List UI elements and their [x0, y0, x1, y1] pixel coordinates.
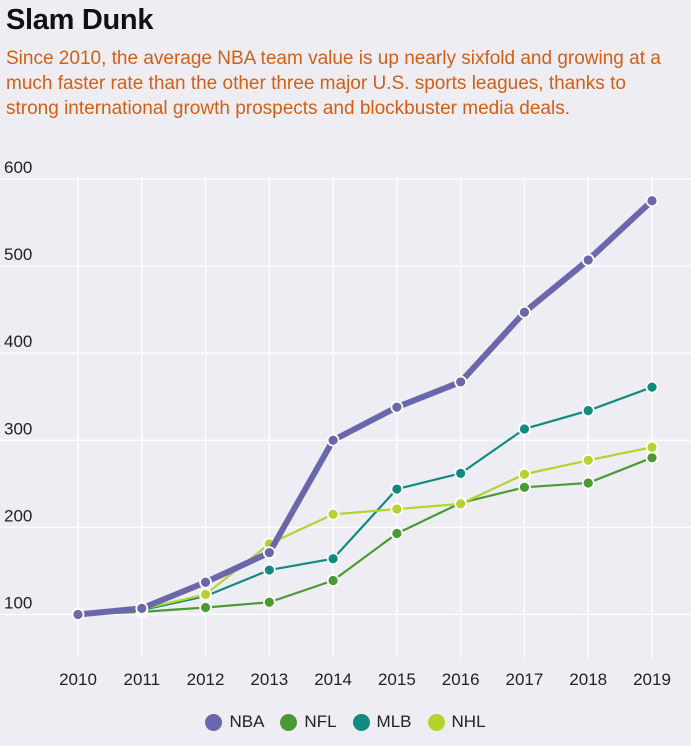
y-tick-label: 400	[4, 332, 32, 351]
x-tick-label: 2011	[123, 670, 160, 689]
x-tick-label: 2012	[187, 670, 225, 689]
legend-swatch	[352, 713, 370, 731]
data-point-nba	[518, 305, 531, 319]
data-point-mlb	[645, 380, 659, 394]
grid-lines	[0, 177, 691, 658]
x-axis-ticks: 2010 2011 2012 2013 2014 2015 2016 2017 2018 2019	[59, 670, 671, 689]
x-tick-label: 2018	[569, 670, 607, 689]
legend-item-nfl: NFL	[280, 712, 337, 732]
x-tick-label: 2017	[506, 670, 544, 689]
data-point-nfl	[199, 601, 212, 614]
y-tick-label: 100	[4, 593, 32, 612]
data-point-nba	[71, 608, 85, 621]
series-lines	[71, 194, 659, 621]
y-tick-label: 300	[4, 419, 32, 438]
data-point-nba	[262, 546, 276, 560]
legend-item-nba: NBA	[205, 712, 264, 732]
x-tick-label: 2016	[442, 670, 480, 689]
chart-title: Slam Dunk	[6, 4, 154, 36]
data-point-nhl	[581, 453, 595, 467]
data-point-nhl	[390, 502, 404, 516]
data-point-mlb	[390, 482, 404, 496]
data-point-nfl	[262, 595, 276, 609]
data-point-nhl	[645, 440, 659, 454]
data-point-nfl	[518, 480, 531, 494]
data-point-nfl	[581, 476, 595, 490]
y-tick-label: 600	[4, 158, 32, 177]
x-tick-label: 2010	[59, 670, 97, 689]
data-point-nhl	[518, 467, 531, 481]
legend-swatch	[280, 713, 298, 731]
data-point-nba	[326, 433, 340, 447]
data-point-nba	[581, 253, 595, 267]
data-point-nfl	[326, 574, 340, 587]
series-line-mlb	[76, 386, 654, 616]
data-point-nba	[199, 575, 212, 589]
y-tick-label: 500	[4, 245, 32, 264]
legend-swatch	[205, 713, 223, 731]
x-tick-label: 2014	[314, 670, 352, 689]
legend-label: NHL	[451, 712, 486, 731]
y-tick-label: 200	[4, 506, 32, 525]
series-line-nba	[75, 197, 655, 618]
legend-label: MLB	[376, 712, 412, 731]
data-point-nhl	[326, 507, 340, 521]
legend-item-mlb: MLB	[352, 712, 412, 732]
y-axis-ticks: 100 200 300 400 500 600	[4, 158, 32, 612]
x-tick-label: 2013	[250, 670, 288, 689]
data-point-nba	[135, 601, 149, 615]
series-mlb	[71, 380, 659, 621]
data-point-mlb	[454, 466, 468, 480]
data-point-mlb	[262, 563, 276, 577]
data-point-mlb	[518, 422, 531, 436]
data-point-mlb	[326, 552, 340, 566]
legend-label: NFL	[304, 712, 337, 731]
chart-subtitle: Since 2010, the average NBA team value i…	[6, 48, 661, 119]
legend-swatch	[427, 713, 445, 731]
data-point-nfl	[390, 527, 404, 540]
data-point-nfl	[645, 451, 659, 465]
series-nfl	[71, 451, 659, 621]
series-nba	[71, 194, 659, 621]
series-nhl	[71, 440, 659, 621]
series-line-nfl	[76, 456, 654, 616]
series-line-nhl	[76, 446, 654, 616]
legend-label: NBA	[229, 712, 265, 731]
data-point-nba	[390, 400, 404, 414]
data-point-nba	[645, 194, 659, 208]
data-point-nhl	[454, 497, 468, 511]
legend: NBA NFL MLB NHL	[0, 712, 691, 732]
x-tick-label: 2015	[378, 670, 416, 689]
data-point-nhl	[199, 588, 212, 601]
legend-item-nhl: NHL	[427, 712, 486, 732]
x-tick-label: 2019	[633, 670, 671, 689]
data-point-nba	[454, 375, 468, 389]
data-point-mlb	[581, 404, 595, 418]
